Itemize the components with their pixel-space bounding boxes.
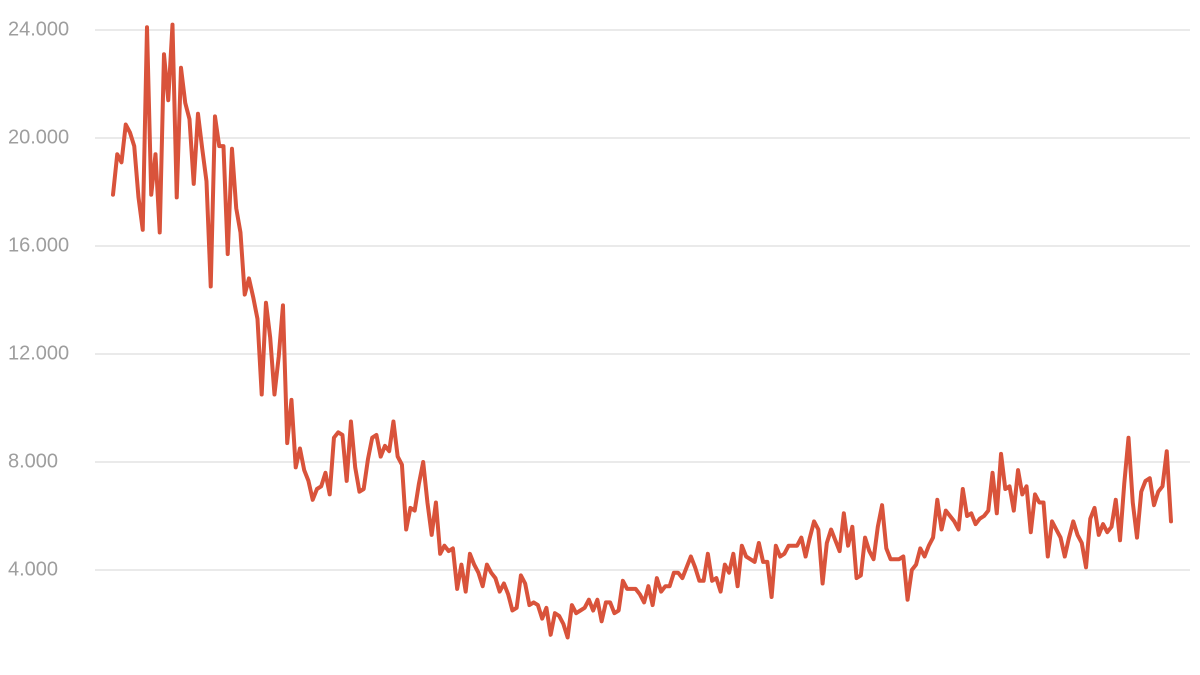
y-tick-label: 24.000: [8, 18, 69, 40]
y-tick-label: 16.000: [8, 234, 69, 256]
y-tick-label: 12.000: [8, 342, 69, 364]
y-tick-label: 8.000: [8, 450, 58, 472]
data-line: [111, 22, 1173, 640]
y-tick-label: 4.000: [8, 558, 58, 580]
y-tick-label: 20.000: [8, 126, 69, 148]
